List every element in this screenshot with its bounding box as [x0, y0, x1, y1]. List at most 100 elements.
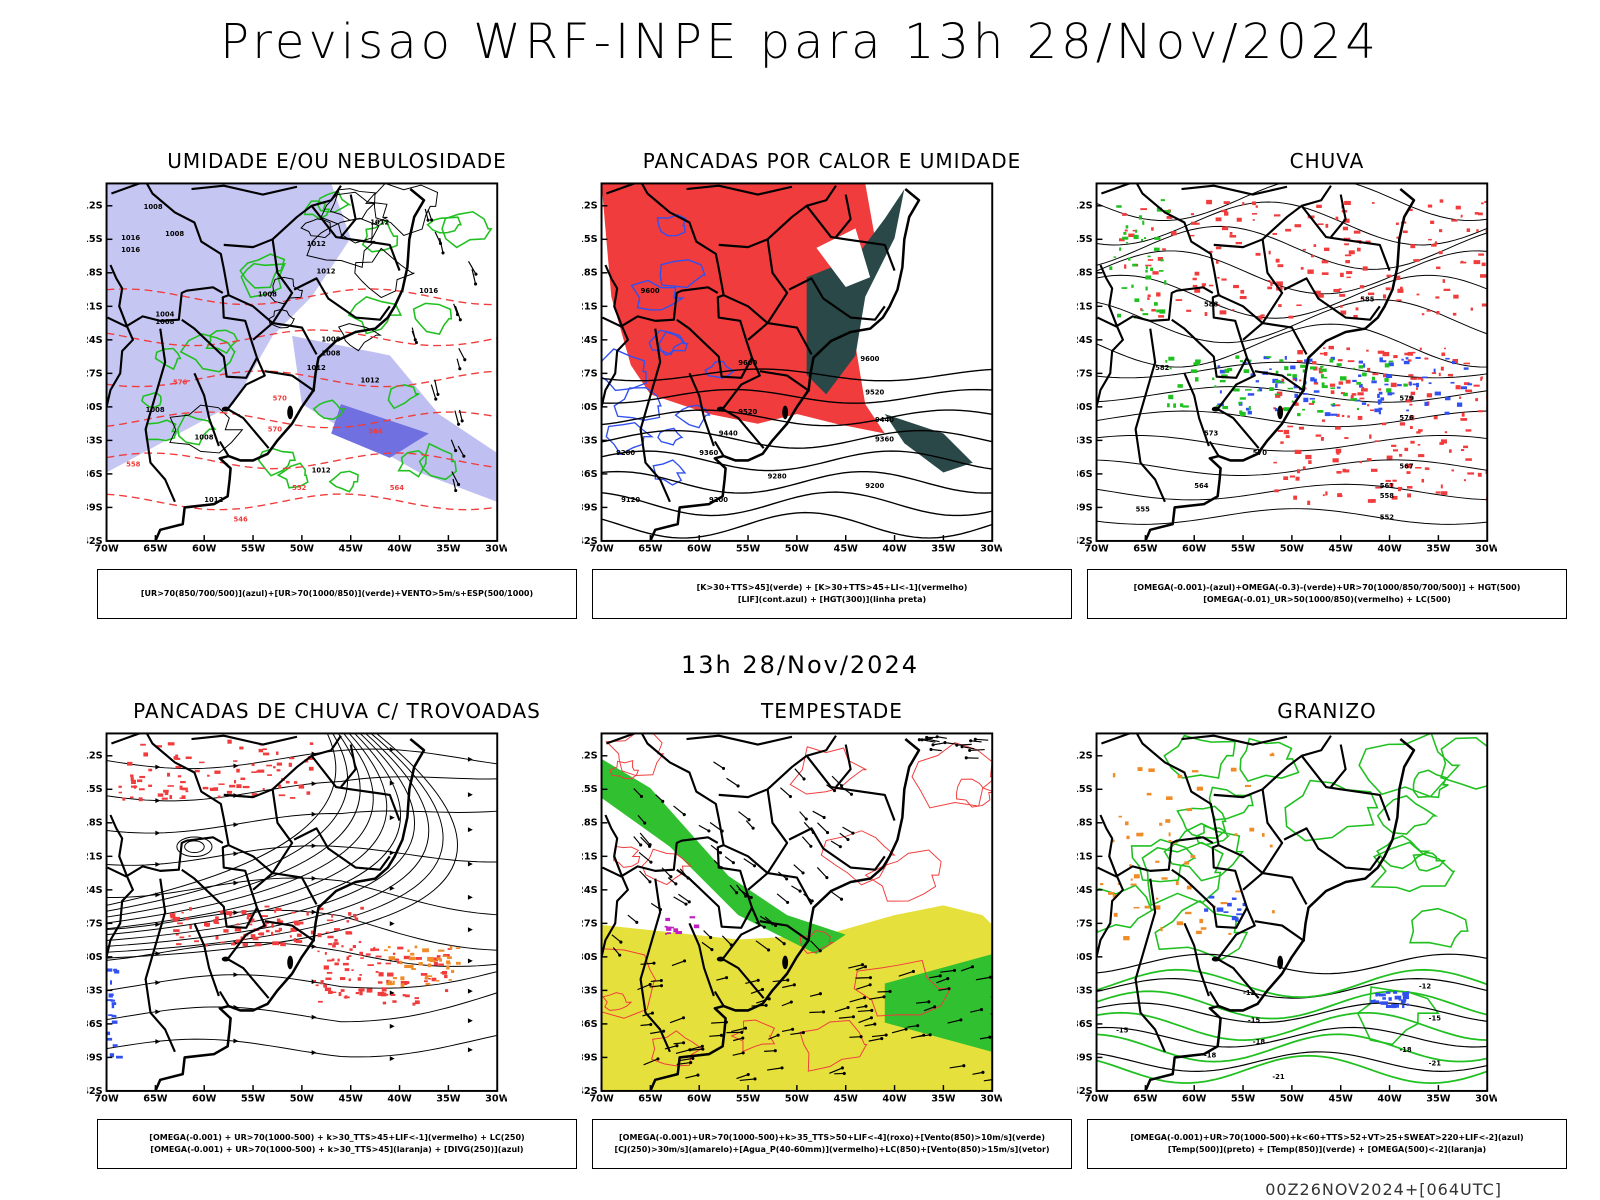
storm-speckle-red	[344, 968, 350, 972]
rain-speckle-red	[1484, 200, 1488, 203]
storm-speckle-red	[394, 958, 400, 961]
rain-speckle-red	[1383, 373, 1387, 378]
storm-speckle-orange	[446, 960, 451, 964]
rain-speckle-red	[1206, 199, 1212, 205]
storm-speckle-red	[242, 943, 248, 947]
rain-speckle-blue	[1378, 402, 1381, 405]
storm-speckle-red	[138, 788, 145, 791]
rain-speckle-green	[1125, 241, 1129, 244]
storm-speckle-red	[209, 787, 214, 791]
omega-speckle-orange	[1129, 864, 1132, 867]
streamline	[106, 971, 498, 991]
vector-head	[952, 968, 957, 972]
state-border	[1101, 183, 1260, 449]
rain-speckle-red	[1128, 233, 1135, 238]
rain-speckle-red	[1463, 382, 1470, 385]
rain-speckle-green	[1233, 388, 1240, 392]
hail-speckle-blue	[1379, 993, 1386, 997]
contour-label: 570	[1253, 449, 1268, 457]
rain-speckle-red	[1166, 215, 1173, 219]
vector-head	[882, 995, 886, 999]
storm-speckle-red	[294, 922, 300, 926]
rain-speckle-red	[1162, 248, 1166, 251]
storm-speckle-red	[323, 984, 327, 988]
height-500-contour	[1096, 183, 1488, 222]
humidity-contour-green	[312, 399, 346, 421]
rain-speckle-red	[1282, 407, 1285, 411]
wind-vector	[439, 237, 444, 254]
rain-speckle-red	[1344, 254, 1352, 257]
x-tick-label: 55W	[1231, 544, 1256, 555]
rain-speckle-red	[1267, 280, 1271, 282]
vector-head	[832, 789, 837, 793]
rain-speckle-red	[1321, 419, 1326, 422]
wind-vector	[975, 976, 991, 981]
storm-speckle-red	[420, 973, 428, 976]
omega-speckle-orange	[1175, 881, 1179, 886]
rain-speckle-red	[1435, 491, 1441, 494]
rain-speckle-red	[1209, 250, 1213, 253]
contour-label: 9280	[616, 449, 635, 457]
storm-speckle-red	[170, 916, 176, 919]
rain-speckle-green	[1158, 269, 1164, 272]
vector-head	[851, 831, 855, 835]
rain-speckle-red	[1383, 294, 1387, 299]
rain-speckle-red	[1344, 200, 1351, 206]
storm-speckle-red	[166, 772, 171, 777]
y-tick-label: 33S	[1077, 435, 1093, 446]
height-300-contour	[601, 368, 993, 382]
storm-speckle-red	[289, 797, 296, 799]
rain-speckle-red	[1308, 402, 1315, 405]
wind-vector	[661, 867, 672, 878]
state-border	[223, 788, 273, 799]
coastline-west	[100, 828, 105, 923]
rain-speckle-green	[1287, 387, 1293, 390]
contour-label: 1008	[146, 406, 165, 414]
streamline-arrow	[389, 1023, 395, 1029]
y-tick-label: 18S	[1077, 268, 1093, 279]
y-tick-label: 21S	[1077, 851, 1093, 862]
humidity-contour-green	[276, 462, 309, 489]
lifted-index-contour	[658, 331, 689, 357]
vector-head	[870, 1008, 874, 1013]
rain-speckle-red	[1281, 378, 1285, 383]
vector-head	[684, 902, 688, 906]
storm-speckle-orange	[418, 962, 423, 966]
vector-head	[430, 218, 434, 222]
lifted-index-contour	[652, 459, 687, 486]
thickness-contour-red	[106, 288, 498, 306]
wind-vector	[457, 445, 465, 457]
y-tick-label: 24S	[582, 335, 598, 346]
wind-vector	[871, 1034, 887, 1038]
lagoon-patos	[782, 405, 789, 420]
state-border	[639, 878, 671, 1053]
state-border	[1242, 239, 1284, 341]
rain-speckle-red	[1367, 404, 1370, 407]
rain-speckle-red	[1239, 295, 1247, 300]
rain-speckle-blue	[1387, 392, 1393, 396]
rain-speckle-green	[1145, 275, 1152, 280]
rain-speckle-green	[1321, 385, 1328, 389]
rain-speckle-green	[1302, 369, 1307, 373]
wind-vector	[458, 409, 463, 422]
storm-speckle-red	[271, 923, 274, 928]
storm-speckle-orange	[425, 982, 431, 986]
rain-speckle-red	[1370, 409, 1375, 412]
rain-speckle-red	[1410, 377, 1417, 380]
rain-speckle-red	[1285, 435, 1290, 439]
rain-speckle-blue	[1294, 393, 1299, 398]
wind-vector	[829, 1067, 843, 1074]
temp-850-contour	[1195, 824, 1231, 846]
rain-speckle-blue	[1384, 383, 1389, 386]
omega-speckle-orange	[1136, 832, 1144, 837]
wind-vector	[673, 805, 685, 816]
rain-speckle-red	[1367, 367, 1371, 372]
storm-speckle-red	[207, 774, 210, 777]
rain-speckle-red	[1396, 299, 1402, 302]
storm-speckle-red	[332, 944, 336, 948]
streamline-arrow	[311, 1014, 317, 1020]
storm-speckle-red	[351, 969, 354, 971]
rain-speckle-green	[1117, 313, 1122, 318]
storm-speckle-red	[271, 931, 274, 936]
wind-vector	[775, 936, 785, 945]
